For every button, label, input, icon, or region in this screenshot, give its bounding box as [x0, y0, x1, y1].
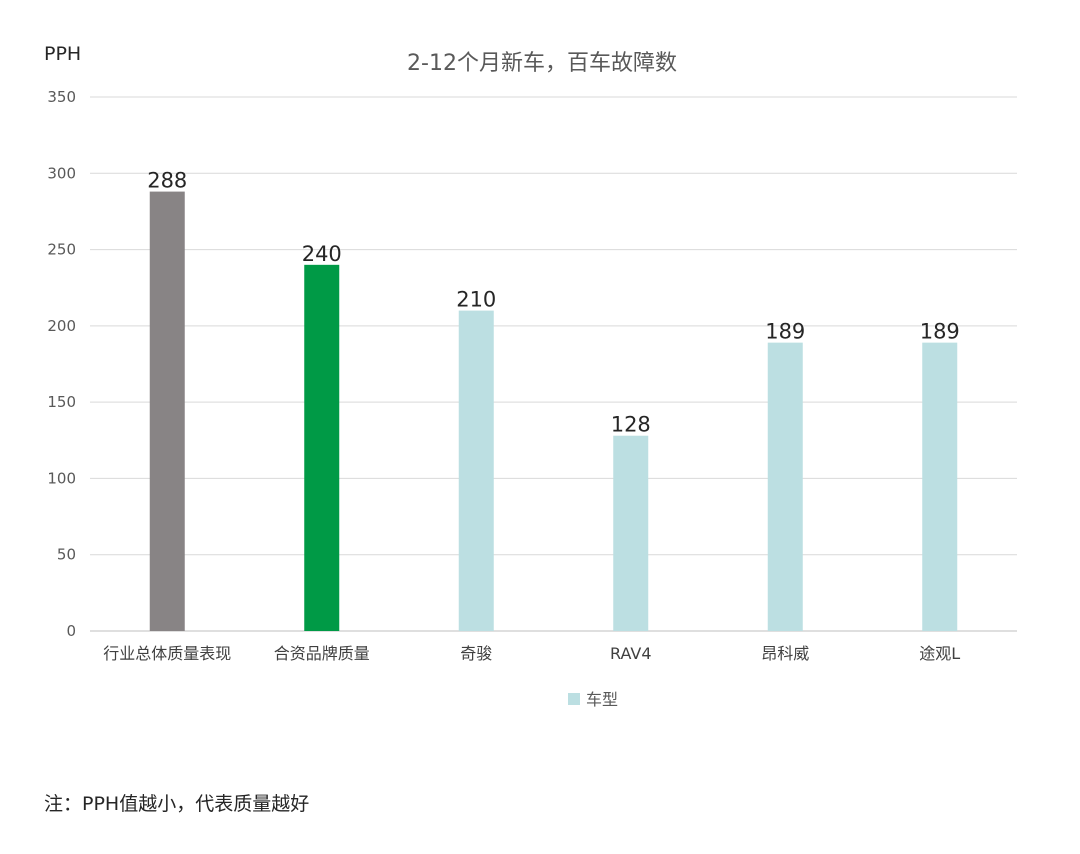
- y-axis-ticks: 0 50 100 150 200 250 300 350: [47, 88, 76, 640]
- legend: 车型: [568, 690, 618, 709]
- bar-value-label: 288: [147, 169, 187, 193]
- y-tick-label: 300: [47, 164, 76, 182]
- legend-label: 车型: [586, 690, 618, 709]
- bar: [458, 310, 494, 631]
- footnote: 注：PPH值越小，代表质量越好: [44, 793, 309, 815]
- y-tick-label: 200: [47, 317, 76, 335]
- bar-value-label: 210: [456, 288, 496, 312]
- x-tick-label: 行业总体质量表现: [103, 644, 231, 663]
- bar-value-label: 128: [611, 413, 651, 437]
- y-tick-label: 50: [57, 546, 76, 564]
- y-tick-label: 150: [47, 393, 76, 411]
- chart-title: 2-12个月新车，百车故障数: [407, 51, 677, 76]
- grid-lines: [90, 96, 1017, 632]
- y-tick-label: 0: [66, 622, 76, 640]
- bar: [613, 435, 649, 631]
- bar-value-label: 189: [765, 320, 805, 344]
- legend-swatch: [568, 693, 580, 705]
- y-axis-label: PPH: [44, 43, 81, 65]
- y-tick-label: 100: [47, 469, 76, 487]
- x-tick-label: 合资品牌质量: [274, 644, 370, 663]
- bar: [767, 342, 803, 631]
- bar: [304, 264, 340, 631]
- data-labels: 288 240 210 128 189 189: [147, 169, 960, 437]
- y-tick-label: 350: [47, 88, 76, 106]
- x-tick-label: 途观L: [919, 644, 960, 663]
- x-tick-label: 奇骏: [460, 644, 492, 663]
- y-tick-label: 250: [47, 241, 76, 259]
- bar: [922, 342, 958, 631]
- bar-value-label: 240: [302, 242, 342, 266]
- bar-value-label: 189: [920, 320, 960, 344]
- bars: [149, 191, 958, 631]
- x-tick-label: RAV4: [610, 644, 652, 663]
- x-tick-label: 昂科威: [761, 644, 809, 663]
- bar: [149, 191, 185, 631]
- x-axis-ticks: 行业总体质量表现 合资品牌质量 奇骏 RAV4 昂科威 途观L: [103, 644, 960, 663]
